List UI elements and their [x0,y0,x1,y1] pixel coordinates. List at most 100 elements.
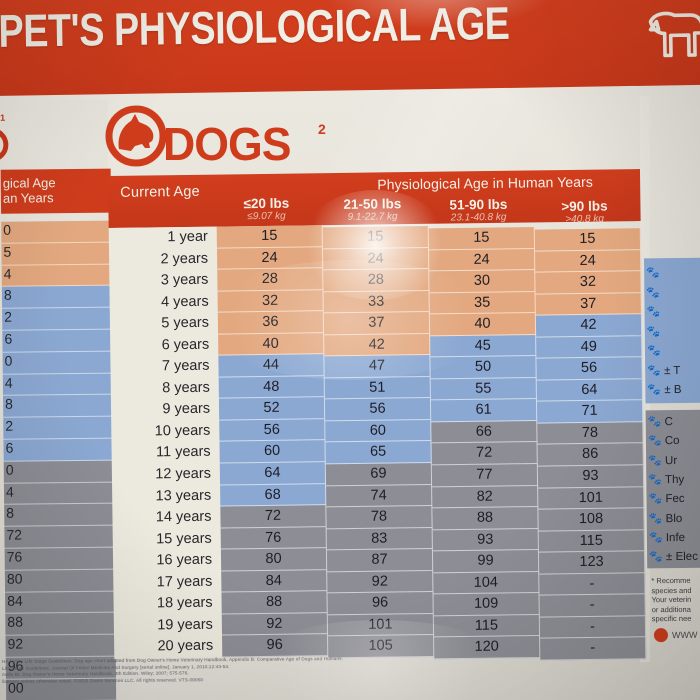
paw-print-icon: 🐾 [646,306,661,319]
paw-print-icon: 🐾 [647,364,661,377]
weight-group-lbs: 51-90 lbs [449,197,508,213]
age-value-cell: 28 [217,268,324,292]
dogs-superscript: 2 [318,121,326,137]
cats-value-cell: 92 [5,634,116,658]
age-label: 9 years [110,398,220,422]
cats-value-cell: 6 [2,329,113,353]
cats-value-cell: 0 [1,220,112,244]
weight-group-kg: ≤9.07 kg [247,210,286,223]
cats-superscript: 1 [0,112,6,123]
paw-print-icon: 🐾 [648,474,663,487]
age-value-cell: 88 [221,591,328,615]
weight-group-lbs: 21-50 lbs [343,196,402,213]
age-value-cell: 80 [220,548,328,572]
column-header-current-age: Current Age [120,183,200,201]
paw-print-icon: 🐾 [648,493,663,506]
cats-header-line1: gical Age [2,175,56,191]
weight-group-header-0: ≤20 lbs ≤9.07 kg [216,195,316,223]
paw-print-icon: 🐾 [646,286,661,299]
age-label: 7 years [110,355,219,379]
age-label: 2 years [108,248,218,272]
age-value-cell: 72 [220,505,327,529]
table-header-row: Current Age Physiological Age in Human Y… [108,169,641,228]
recommendation-note: or additiona [651,604,691,615]
age-label: 20 years [114,635,223,659]
recommendation-item: 🐾 Infe [648,531,686,545]
age-label: 15 years [112,528,221,552]
age-value-cell: 52 [218,397,326,421]
age-label: 14 years [112,506,221,530]
age-label: 8 years [110,377,219,401]
cats-value-cell: 5 [1,242,112,266]
recommendation-item: 🐾 Fec [648,493,685,506]
cats-value-cell: 72 [4,525,115,549]
weight-group-lbs: >90 lbs [561,198,608,214]
dogs-age-table: Current Age Physiological Age in Human Y… [108,169,647,661]
age-value-cell: 56 [219,419,326,443]
age-label: 10 years [111,420,220,444]
cats-value-cell: 2 [2,307,113,331]
zoetis-dot-icon [653,628,669,643]
age-label: 18 years [113,592,222,616]
table-body: 1 year 15 15 15 15 2 years 24 24 24 24 3 years 28 28… [108,221,647,661]
recommendation-item: 🐾 C [647,416,673,429]
cats-value-cell: 4 [3,482,115,506]
weight-group-lbs: ≤20 lbs [243,195,290,212]
age-label: 3 years [109,269,218,293]
cats-value-cell: 2 [3,416,114,440]
cats-value-cell: 0 [2,351,113,375]
recommendation-note: * Recomme [651,575,691,586]
age-value-cell: 96 [222,634,329,658]
cats-value-cell: 4 [1,264,112,288]
recommendation-note: Your veterin [651,595,692,605]
recommendation-item: 🐾 ± B [647,383,682,397]
recommendation-item: 🐾 ± T [647,364,681,377]
age-value-cell: 32 [217,289,324,313]
age-value-cell: 15 [216,225,323,249]
cats-value-cell: 0 [3,460,114,484]
age-value-cell: 84 [221,569,328,593]
recommendation-item: 🐾 [646,305,661,319]
banner: PET'S PHYSIOLOGICAL AGE [0,0,700,96]
cats-table-header: gical Age an Years [0,168,112,214]
cats-value-cell: 88 [5,612,116,636]
recommendations-panel-cropped: 🐾 🐾 🐾 🐾 🐾 🐾 ± T 🐾 ± B 🐾 C 🐾 Co 🐾 Ur 🐾 Thy 🐾 Fe… [640,257,700,643]
recommendation-item: 🐾 [646,286,660,299]
cats-value-cell: 6 [3,438,114,462]
age-value-cell: 40 [218,332,325,356]
recommendation-item: 🐾 [647,325,661,338]
age-label: 4 years [109,291,218,315]
recommendation-item: 🐾 Co [647,435,680,448]
paw-print-icon: 🐾 [648,531,663,545]
cats-value-cell: 84 [5,591,116,615]
age-label: 12 years [111,463,221,487]
weight-group-kg: 9.1-22.7 kg [347,211,398,224]
age-label: 6 years [110,334,219,358]
age-value-cell: 76 [220,526,327,550]
page-title: PET'S PHYSIOLOGICAL AGE [0,0,510,57]
recommendation-item: 🐾 Thy [648,473,685,487]
cats-value-cell: 4 [2,373,113,397]
age-value-cell: 68 [220,483,327,507]
recommendation-item: 🐾 ± Elec [649,550,698,564]
age-value-cell: 60 [219,440,326,464]
age-label: 16 years [112,549,222,573]
cats-value-cell: 8 [4,503,115,527]
age-label: 13 years [112,485,221,509]
recommendation-item: 🐾 [646,266,660,279]
age-value-cell: 64 [219,462,327,486]
age-value-cell: 36 [217,311,325,335]
paw-print-icon: 🐾 [647,416,662,429]
recommendation-item: 🐾 [647,344,661,357]
age-label: 5 years [109,312,219,336]
recommendation-item: 🐾 Blo [648,512,683,525]
recommendation-item: 🐾 Ur [648,454,678,467]
paw-print-icon: 🐾 [648,454,662,467]
paw-print-icon: 🐾 [646,325,661,338]
age-value-cell: 92 [221,613,329,636]
paw-print-icon: 🐾 [647,435,662,448]
age-label: 19 years [113,614,223,638]
dog-silhouette-icon [648,11,700,58]
paw-print-icon: 🐾 [646,267,660,280]
weight-group-header-1: 21-50 lbs 9.1-22.7 kg [322,196,422,224]
